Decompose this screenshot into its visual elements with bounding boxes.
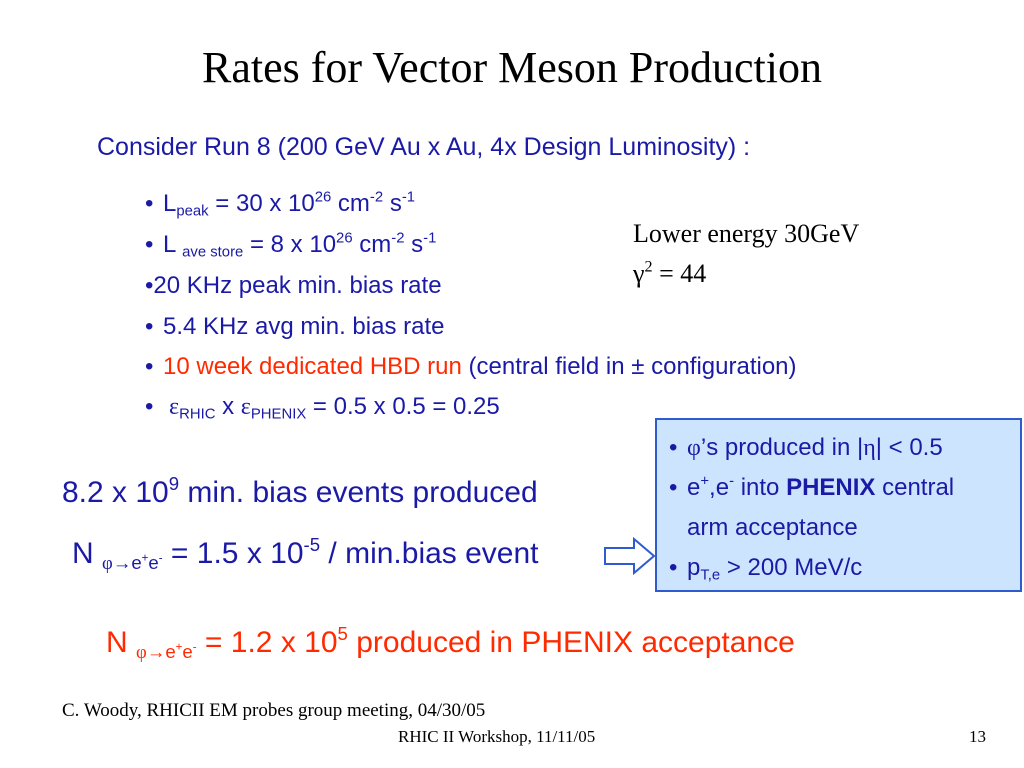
callout-phenix-arms: • e+,e- into PHENIX central <box>669 473 955 501</box>
bullet-efficiency: • εRHIC x εPHENIX = 0.5 x 0.5 = 0.25 <box>145 393 500 423</box>
footer-workshop: RHIC II Workshop, 11/11/05 <box>398 727 596 746</box>
acceptance-callout: • φ’s produced in |η| < 0.5 • e+,e- into P… <box>655 418 1022 592</box>
intro-line: Consider Run 8 (200 GeV Au x Au, 4x Desi… <box>97 133 751 161</box>
bullet-dot: • <box>669 434 678 461</box>
right-arrow-icon <box>604 537 656 575</box>
side-note-gamma: γ2 = 44 <box>633 258 707 288</box>
side-note-energy: Lower energy 30GeV <box>633 219 860 248</box>
bullet-average-luminosity: • L ave store = 8 x 1026 cm-2 s-1 <box>145 230 437 261</box>
callout-arm-acceptance: arm acceptance <box>687 514 858 541</box>
phi-yield-per-event: N φ→e+e- = 1.5 x 10-5 / min.bias event <box>72 533 539 574</box>
bullet-dot: • <box>145 272 154 299</box>
bullet-avg-rate: • 5.4 KHz avg min. bias rate <box>145 313 445 340</box>
phenix-acceptance-yield: N φ→e+e- = 1.2 x 105 produced in PHENIX … <box>106 622 795 663</box>
bullet-dot: • <box>145 190 154 217</box>
page-number: 13 <box>969 727 986 746</box>
hbd-run-highlight: 10 week dedicated HBD run <box>163 353 462 380</box>
callout-pt-cut: • pT,e > 200 MeV/c <box>669 554 863 584</box>
bullet-dot: • <box>145 353 154 380</box>
bullet-dot: • <box>669 554 678 581</box>
callout-eta-cut: • φ’s produced in |η| < 0.5 <box>669 434 943 461</box>
bullet-hbd-run: • 10 week dedicated HBD run (central fiel… <box>145 353 797 380</box>
bullet-dot: • <box>145 313 154 340</box>
bullet-peak-luminosity: • Lpeak = 30 x 1026 cm-2 s-1 <box>145 189 416 220</box>
slide-title: Rates for Vector Meson Production <box>202 43 822 92</box>
bullet-peak-rate: •20 KHz peak min. bias rate <box>145 272 442 299</box>
events-produced: 8.2 x 109 min. bias events produced <box>62 472 538 509</box>
bullet-dot: • <box>669 474 678 501</box>
bullet-dot: • <box>145 393 154 420</box>
footer-credit: C. Woody, RHICII EM probes group meeting… <box>62 700 486 721</box>
bullet-dot: • <box>145 231 154 258</box>
